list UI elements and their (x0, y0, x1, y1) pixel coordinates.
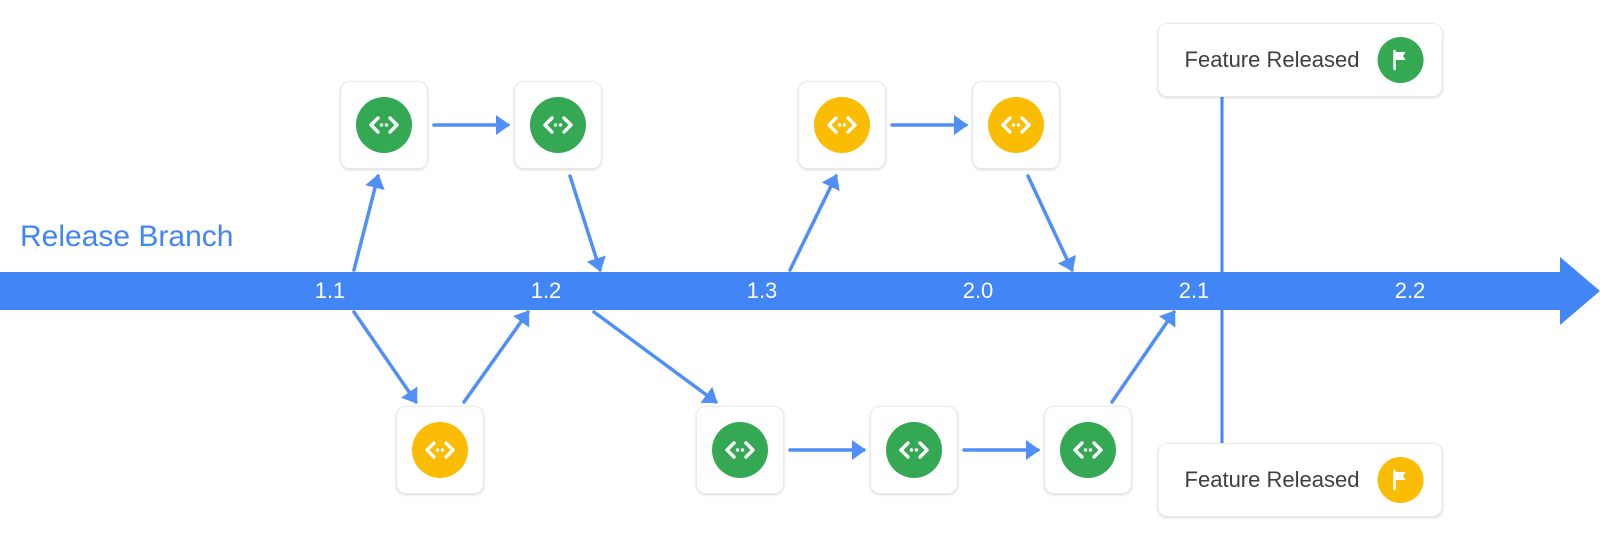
code-icon (825, 108, 859, 142)
flow-arrow (594, 312, 716, 402)
commit-card (1044, 406, 1132, 494)
version-label: 2.1 (1179, 278, 1210, 304)
commit-card (798, 81, 886, 169)
branch-label: Release Branch (20, 220, 233, 254)
commit-icon-circle (988, 97, 1044, 153)
version-label: 2.0 (963, 278, 994, 304)
feature-released-label: Feature Released (1185, 467, 1360, 493)
diagram-stage: Release Branch 1.1 1.2 1.3 2.0 2.1 2.2 (0, 0, 1600, 549)
commit-card (870, 406, 958, 494)
code-icon (1071, 433, 1105, 467)
version-label: 1.1 (315, 278, 346, 304)
flow-arrow (354, 312, 416, 402)
feature-flag-icon-circle (1377, 37, 1423, 83)
commit-card (514, 81, 602, 169)
commit-icon-circle (814, 97, 870, 153)
feature-flag-icon-circle (1377, 457, 1423, 503)
commit-card (340, 81, 428, 169)
commit-card (696, 406, 784, 494)
code-icon (423, 433, 457, 467)
flag-icon (1388, 48, 1412, 72)
commit-card (396, 406, 484, 494)
code-icon (897, 433, 931, 467)
code-icon (541, 108, 575, 142)
code-icon (367, 108, 401, 142)
release-branch-bar (0, 257, 1600, 325)
commit-icon-circle (356, 97, 412, 153)
version-label: 1.3 (747, 278, 778, 304)
code-icon (723, 433, 757, 467)
commit-icon-circle (1060, 422, 1116, 478)
flow-arrow (570, 176, 600, 270)
version-label: 1.2 (531, 278, 562, 304)
feature-released-card: Feature Released (1158, 23, 1443, 97)
commit-card (972, 81, 1060, 169)
flow-arrow (1028, 176, 1072, 270)
commit-icon-circle (530, 97, 586, 153)
flag-icon (1388, 468, 1412, 492)
flow-arrow (354, 176, 378, 270)
commit-icon-circle (712, 422, 768, 478)
code-icon (999, 108, 1033, 142)
version-label: 2.2 (1395, 278, 1426, 304)
flow-arrow (464, 312, 528, 402)
feature-released-card: Feature Released (1158, 443, 1443, 517)
flow-arrow (1112, 312, 1174, 402)
commit-icon-circle (412, 422, 468, 478)
flow-arrow (790, 176, 836, 270)
commit-icon-circle (886, 422, 942, 478)
feature-released-label: Feature Released (1185, 47, 1360, 73)
